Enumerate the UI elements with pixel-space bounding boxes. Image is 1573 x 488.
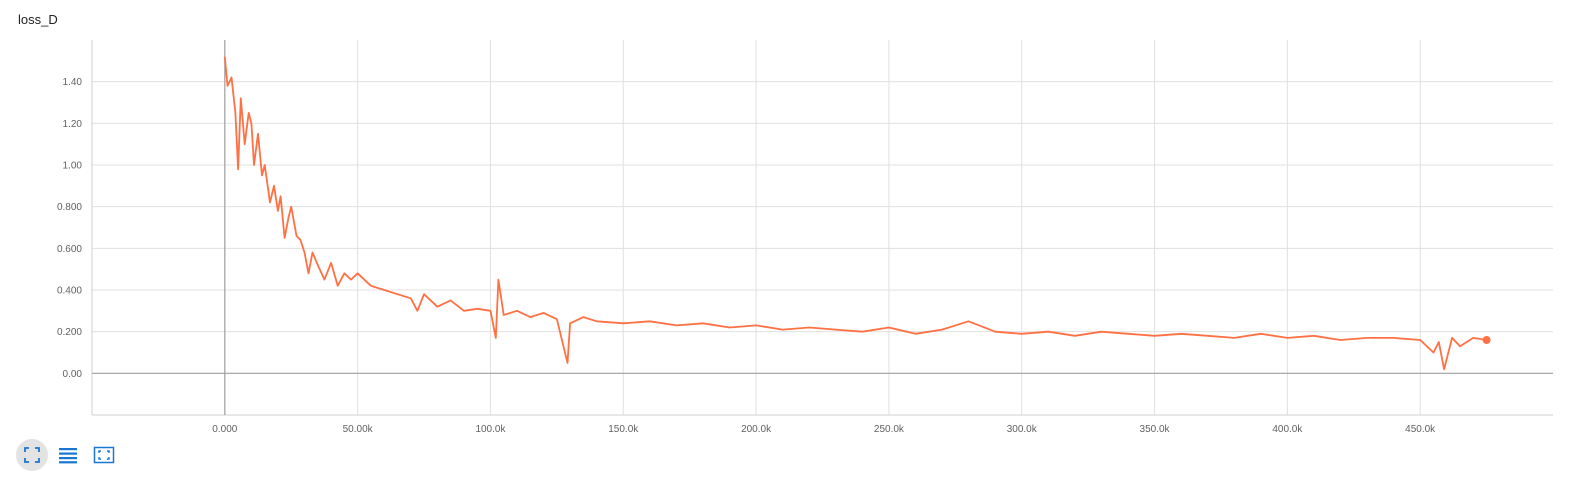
y-tick-labels: 0.00 0.200 0.400 0.600 0.800 1.00 1.20 1.40	[57, 77, 82, 380]
fullscreen-icon	[24, 447, 40, 463]
x-tick-label: 50.00k	[343, 424, 374, 435]
y-tick-label: 1.20	[63, 119, 83, 130]
x-tick-label: 350.0k	[1140, 424, 1171, 435]
x-tick-label: 250.0k	[874, 424, 905, 435]
x-tick-label: 0.000	[212, 424, 237, 435]
y-tick-label: 0.600	[57, 244, 82, 255]
x-tick-label: 400.0k	[1272, 424, 1303, 435]
loss-chart[interactable]: 0.00 0.200 0.400 0.600 0.800 1.00 1.20 1.40 0.0…	[0, 0, 1573, 440]
axis-layer	[91, 40, 1553, 416]
y-tick-label: 1.00	[63, 161, 83, 172]
x-tick-label: 300.0k	[1007, 424, 1038, 435]
toggle-y-log-button[interactable]	[52, 439, 84, 471]
y-tick-label: 0.400	[57, 286, 82, 297]
chart-title: loss_D	[18, 12, 58, 27]
fit-domain-button[interactable]	[88, 439, 120, 471]
grid-layer	[92, 40, 1553, 415]
chart-toolbar	[16, 438, 120, 472]
y-tick-label: 0.800	[57, 202, 82, 213]
x-tick-label: 100.0k	[475, 424, 506, 435]
series-end-point	[1482, 336, 1491, 344]
fullscreen-button[interactable]	[16, 439, 48, 471]
lines-icon	[59, 448, 77, 464]
y-tick-label: 0.00	[63, 369, 83, 380]
x-tick-label: 200.0k	[741, 424, 772, 435]
loss-series-line	[223, 56, 1487, 371]
fit-domain-icon	[93, 446, 115, 464]
x-tick-label: 150.0k	[608, 424, 639, 435]
x-tick-label: 450.0k	[1405, 424, 1436, 435]
y-tick-label: 0.200	[57, 327, 82, 338]
y-tick-label: 1.40	[63, 77, 83, 88]
x-tick-labels: 0.000 50.00k 100.0k 150.0k 200.0k 250.0k 300.0…	[212, 424, 1436, 435]
